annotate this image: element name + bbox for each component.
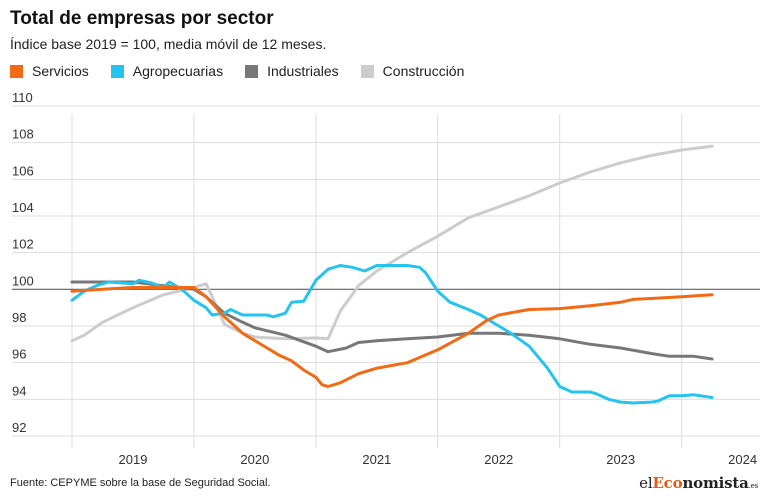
y-tick-label-108: 108 — [12, 127, 34, 142]
source-footnote: Fuente: CEPYME sobre la base de Segurida… — [10, 477, 271, 489]
x-tick-label-2022: 2022 — [484, 452, 513, 467]
y-tick-label-102: 102 — [12, 237, 34, 252]
legend-item-agropecuarias: Agropecuarias — [110, 63, 224, 79]
y-tick-label-104: 104 — [12, 200, 34, 215]
chart-legend: Servicios Agropecuarias Industriales Con… — [10, 63, 486, 79]
chart-title: Total de empresas por sector — [10, 8, 274, 29]
brand-part-3: nomista — [682, 474, 749, 492]
y-tick-label-94: 94 — [12, 383, 26, 398]
legend-item-industriales: Industriales — [245, 63, 339, 79]
x-tick-label-2020: 2020 — [240, 452, 269, 467]
legend-item-servicios: Servicios — [10, 63, 89, 79]
legend-swatch-construccion — [360, 64, 374, 78]
x-tick-label-2024: 2024 — [728, 452, 757, 467]
legend-swatch-agropecuarias — [110, 64, 124, 78]
series-line-servicios — [70, 286, 714, 388]
legend-item-construccion: Construcción — [360, 63, 465, 79]
legend-swatch-industriales — [245, 64, 259, 78]
y-tick-label-110: 110 — [12, 90, 33, 105]
legend-swatch-servicios — [10, 64, 23, 78]
legend-label-agropecuarias: Agropecuarias — [132, 63, 224, 79]
legend-label-construccion: Construcción — [382, 63, 465, 79]
series-line-construccion — [70, 144, 714, 343]
brand-logo: elEconomista.es — [639, 474, 758, 492]
y-tick-label-98: 98 — [12, 310, 26, 325]
y-tick-label-92: 92 — [12, 420, 26, 435]
y-tick-label-96: 96 — [12, 347, 26, 362]
brand-part-2: Eco — [652, 474, 683, 492]
x-tick-label-2021: 2021 — [362, 452, 391, 467]
x-tick-label-2019: 2019 — [119, 452, 148, 467]
chart-subtitle: Índice base 2019 = 100, media móvil de 1… — [10, 36, 327, 52]
y-tick-label-100: 100 — [12, 273, 34, 288]
brand-part-1: el — [639, 474, 653, 492]
y-tick-label-106: 106 — [12, 163, 34, 178]
legend-label-servicios: Servicios — [32, 63, 89, 79]
brand-part-4: .es — [748, 482, 759, 490]
x-tick-label-2023: 2023 — [606, 452, 635, 467]
legend-label-industriales: Industriales — [267, 63, 339, 79]
